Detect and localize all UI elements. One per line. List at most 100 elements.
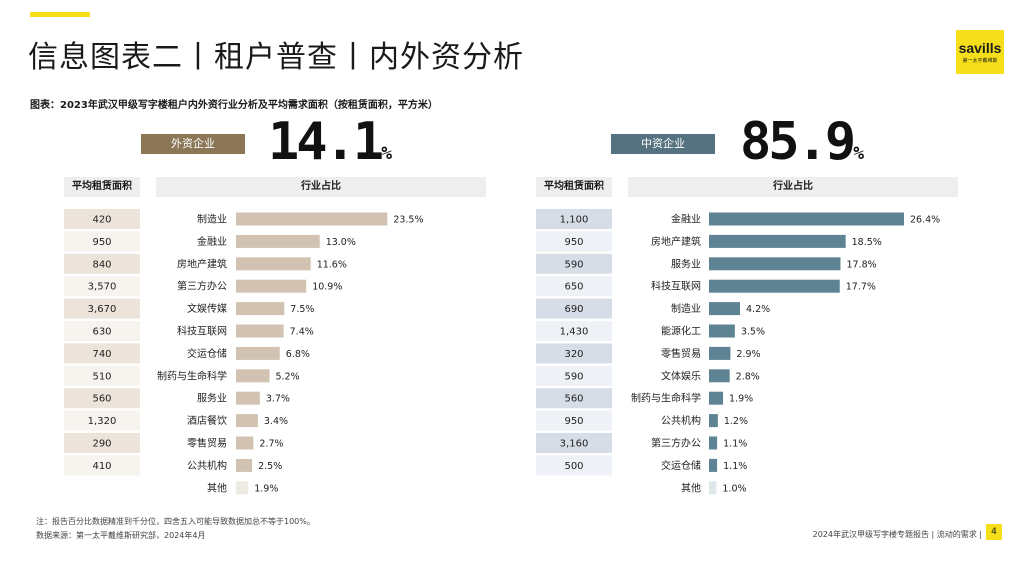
foreign-area-label: 410: [92, 461, 111, 472]
foreign-bar: [236, 324, 284, 338]
foreign-area-cell: [64, 410, 140, 431]
domestic-area-label: 690: [564, 304, 583, 315]
logo-tagline: 第一太平戴维斯: [962, 57, 998, 64]
foreign-area-label: 420: [92, 215, 111, 226]
domestic-area-cell: [536, 410, 612, 431]
foreign-value-label: 23.5%: [393, 215, 423, 226]
foreign-category-label: 制药与生命科学: [157, 369, 227, 382]
domestic-category-label: 其他: [681, 481, 701, 494]
foreign-category-label: 零售贸易: [187, 437, 227, 450]
domestic-badge: 中资企业: [611, 134, 715, 154]
domestic-area-label: 1,100: [560, 215, 589, 226]
domestic-area-cell: [536, 253, 612, 274]
foreign-area-label: 840: [92, 259, 111, 270]
foreign-category-label: 金融业: [197, 235, 227, 248]
domestic-value-label: 1.0%: [722, 483, 746, 494]
foreign-category-label: 制造业: [197, 213, 227, 226]
foreign-area-cell: [64, 231, 140, 252]
domestic-area-label: 950: [564, 237, 583, 248]
foreign-category-label: 第三方办公: [177, 280, 227, 293]
foreign-area-label: 510: [92, 371, 111, 382]
domestic-industry-header: 行业占比: [628, 177, 958, 197]
domestic-area-label: 950: [564, 416, 583, 427]
foreign-industry-header: 行业占比: [156, 177, 486, 197]
foreign-value-label: 2.7%: [259, 439, 283, 450]
domestic-bar: [709, 481, 717, 495]
domestic-area-label: 590: [564, 371, 583, 382]
foreign-value-label: 3.7%: [266, 394, 290, 405]
foreign-bar: [236, 234, 320, 248]
domestic-bar: [709, 436, 718, 450]
foreign-area-cell: [64, 433, 140, 453]
domestic-area-cell: [536, 276, 612, 297]
domestic-area-cell: [536, 343, 612, 364]
foreign-area-label: 560: [92, 394, 111, 405]
foreign-category-label: 酒店餐饮: [187, 414, 227, 427]
foreign-value-label: 6.8%: [286, 349, 310, 360]
domestic-category-label: 服务业: [671, 257, 701, 270]
domestic-value-label: 17.8%: [846, 259, 876, 270]
footnote-rounding: 注：报告百分比数据精准到千分位，四舍五入可能导致数据加总不等于100%。: [36, 517, 315, 526]
domestic-area-cell: [536, 298, 612, 319]
foreign-area-label: 3,670: [88, 304, 117, 315]
domestic-value-label: 2.9%: [736, 349, 760, 360]
domestic-category-label: 制药与生命科学: [631, 392, 701, 405]
foreign-value-label: 11.6%: [317, 259, 347, 270]
domestic-area-label: 1,430: [560, 327, 589, 338]
domestic-category-label: 房地产建筑: [651, 235, 701, 248]
foreign-area-label: 630: [92, 327, 111, 338]
footnote-source: 数据来源：第一太平戴维斯研究部，2024年4月: [36, 531, 206, 540]
domestic-value-label: 1.1%: [723, 439, 747, 450]
domestic-area-cell: [536, 209, 612, 229]
domestic-category-label: 制造业: [671, 302, 701, 315]
domestic-area-label: 500: [564, 461, 583, 472]
foreign-area-cell: [64, 253, 140, 274]
foreign-badge: 外资企业: [141, 134, 245, 154]
foreign-bar: [236, 414, 258, 428]
domestic-bar: [709, 391, 724, 405]
domestic-value-label: 26.4%: [910, 215, 940, 226]
domestic-value-label: 3.5%: [741, 327, 765, 338]
foreign-area-label: 290: [92, 439, 111, 450]
foreign-bar: [236, 436, 254, 450]
foreign-area-header: 平均租赁面积: [64, 177, 140, 197]
domestic-value-label: 2.8%: [736, 371, 760, 382]
domestic-bar: [709, 324, 735, 338]
domestic-bar: [709, 257, 841, 271]
chart-caption: 图表：2023年武汉甲级写字楼租户内外资行业分析及平均需求面积（按租赁面积，平方…: [30, 100, 438, 111]
foreign-area-cell: [64, 209, 140, 229]
foreign-value-label: 2.5%: [258, 461, 282, 472]
domestic-bar: [709, 458, 718, 472]
foreign-bar: [236, 212, 388, 226]
domestic-area-label: 3,160: [560, 439, 589, 450]
foreign-area-label: 3,570: [88, 282, 117, 293]
foreign-area-cell: [64, 276, 140, 297]
accent-bar: [30, 12, 90, 17]
foreign-value-label: 3.4%: [264, 416, 288, 427]
foreign-bar: [236, 369, 270, 383]
domestic-category-label: 零售贸易: [661, 347, 701, 360]
domestic-value-label: 1.9%: [729, 394, 753, 405]
domestic-value-label: 1.2%: [724, 416, 748, 427]
foreign-area-label: 1,320: [88, 416, 117, 427]
foreign-category-label: 文娱传媒: [187, 302, 227, 315]
domestic-bar: [709, 212, 904, 226]
domestic-share-unit: %: [853, 143, 865, 164]
domestic-category-label: 文体娱乐: [661, 369, 701, 382]
foreign-bar: [236, 458, 253, 472]
foreign-area-cell: [64, 388, 140, 409]
domestic-area-cell: [536, 455, 612, 476]
domestic-category-label: 金融业: [671, 213, 701, 226]
domestic-value-label: 4.2%: [746, 304, 770, 315]
savills-logo: savills 第一太平戴维斯: [956, 30, 1004, 74]
page-title: 信息图表二丨租户普查丨内外资分析: [28, 40, 524, 75]
domestic-bar: [709, 414, 718, 428]
foreign-bar: [236, 257, 311, 271]
page-number: 4: [986, 524, 1002, 540]
foreign-category-label: 公共机构: [187, 459, 227, 472]
domestic-area-label: 650: [564, 282, 583, 293]
domestic-value-label: 17.7%: [846, 282, 876, 293]
domestic-area-label: 590: [564, 259, 583, 270]
domestic-bar: [709, 302, 741, 316]
